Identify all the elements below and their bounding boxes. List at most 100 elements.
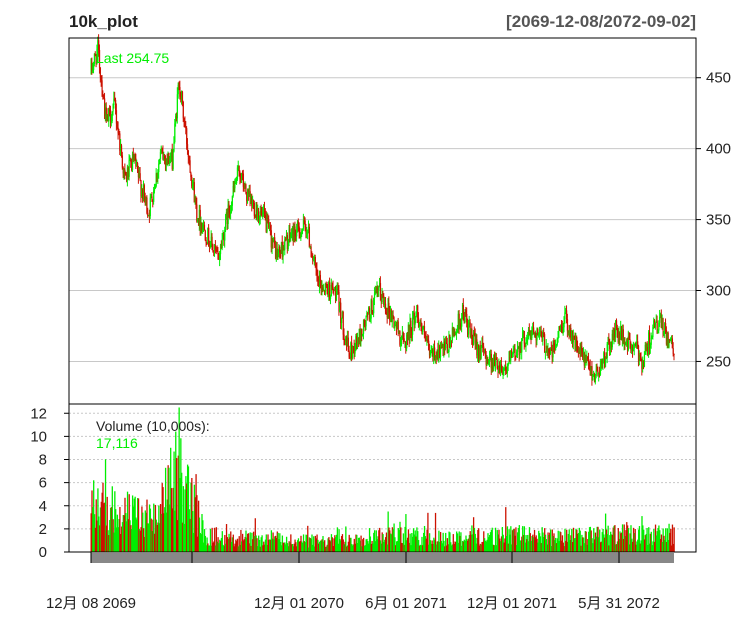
volume-bar: [395, 541, 398, 552]
candle-body: [489, 353, 492, 358]
volume-bar: [592, 543, 594, 552]
volume-bar: [203, 542, 205, 552]
candle-body: [415, 316, 417, 318]
volume-bar: [432, 544, 434, 552]
candle-body: [483, 349, 486, 351]
volume-bar: [318, 543, 320, 552]
volume-bar: [192, 532, 195, 552]
volume-bar: [352, 544, 355, 552]
candle-body: [379, 283, 382, 297]
candle-body: [268, 219, 270, 228]
volume-bar: [242, 540, 245, 552]
candle-body: [255, 208, 257, 217]
volume-bar: [106, 496, 108, 552]
candle-body: [245, 184, 247, 193]
candle-body: [530, 332, 532, 339]
candle-body: [383, 296, 385, 305]
volume-bar: [264, 539, 267, 552]
candle-body: [556, 338, 558, 345]
candle-body: [263, 208, 266, 216]
candle-body: [631, 346, 633, 351]
candle-body: [507, 363, 509, 366]
candle-body: [96, 49, 98, 64]
candle-body: [362, 333, 364, 336]
volume-bar: [467, 540, 469, 552]
volume-bar: [502, 534, 504, 552]
candle-body: [308, 226, 311, 248]
volume-bar: [490, 529, 493, 552]
candle-body: [206, 242, 208, 244]
candle-body: [511, 354, 514, 356]
volume-bar: [515, 527, 517, 552]
candle-body: [574, 338, 576, 351]
candle-body: [285, 235, 288, 241]
volume-bar: [668, 523, 670, 552]
candle-body: [571, 331, 573, 341]
candle-body: [220, 244, 223, 249]
candle-body: [408, 324, 410, 341]
candle-body: [150, 196, 152, 198]
volume-bar: [281, 535, 284, 552]
candle-body: [324, 289, 326, 293]
volume-bar: [233, 546, 235, 552]
candle-body: [214, 245, 217, 250]
volume-bar: [333, 538, 335, 552]
candle-body: [330, 284, 333, 297]
candle-body: [202, 229, 204, 232]
candle-body: [282, 248, 284, 257]
candle-body: [286, 235, 289, 250]
candle-body: [584, 354, 586, 366]
candle-body: [401, 332, 404, 339]
candle-body: [208, 227, 210, 246]
volume-bar: [439, 541, 441, 552]
volume-bar: [481, 541, 483, 552]
candle-body: [153, 190, 155, 202]
candle-body: [378, 287, 380, 291]
volume-bar: [184, 489, 186, 552]
candle-body: [646, 347, 648, 351]
volume-bar: [404, 526, 406, 552]
candle-body: [266, 218, 268, 232]
volume-bar: [450, 542, 452, 552]
candle-body: [487, 360, 489, 364]
volume-bar: [441, 543, 443, 552]
candle-body: [156, 173, 158, 178]
volume-bar: [503, 542, 505, 552]
volume-bar: [123, 515, 125, 552]
candle-body: [418, 325, 421, 327]
candle-body: [241, 173, 243, 181]
volume-bar: [130, 525, 132, 552]
candle-body: [159, 152, 162, 159]
volume-bar: [568, 529, 570, 552]
volume-bar: [430, 543, 432, 552]
candle-body: [149, 197, 151, 217]
candle-body: [292, 227, 294, 242]
candle-body: [614, 328, 616, 338]
volume-bar: [344, 541, 346, 552]
candle-body: [376, 287, 378, 291]
candle-body: [500, 364, 502, 371]
candle-body: [463, 314, 465, 323]
candle-body: [593, 374, 595, 376]
candle-body: [447, 351, 449, 353]
volume-bar: [413, 534, 416, 552]
candle-body: [580, 346, 582, 355]
volume-bar: [125, 513, 127, 552]
candle-body: [346, 337, 348, 346]
candle-body: [115, 100, 117, 111]
candle-body: [110, 121, 113, 123]
candle-body: [599, 364, 602, 375]
candle-body: [315, 263, 317, 269]
candle-body: [139, 173, 141, 181]
candle-body: [385, 312, 388, 314]
candle-body: [632, 346, 634, 351]
candle-body: [341, 311, 344, 318]
volume-bar: [168, 467, 170, 552]
volume-bar: [484, 540, 487, 552]
candle-body: [644, 344, 646, 355]
candle-body: [657, 330, 659, 334]
volume-bar: [520, 540, 522, 552]
volume-bar: [519, 540, 521, 552]
candle-body: [671, 338, 674, 349]
volume-bar: [165, 512, 168, 552]
